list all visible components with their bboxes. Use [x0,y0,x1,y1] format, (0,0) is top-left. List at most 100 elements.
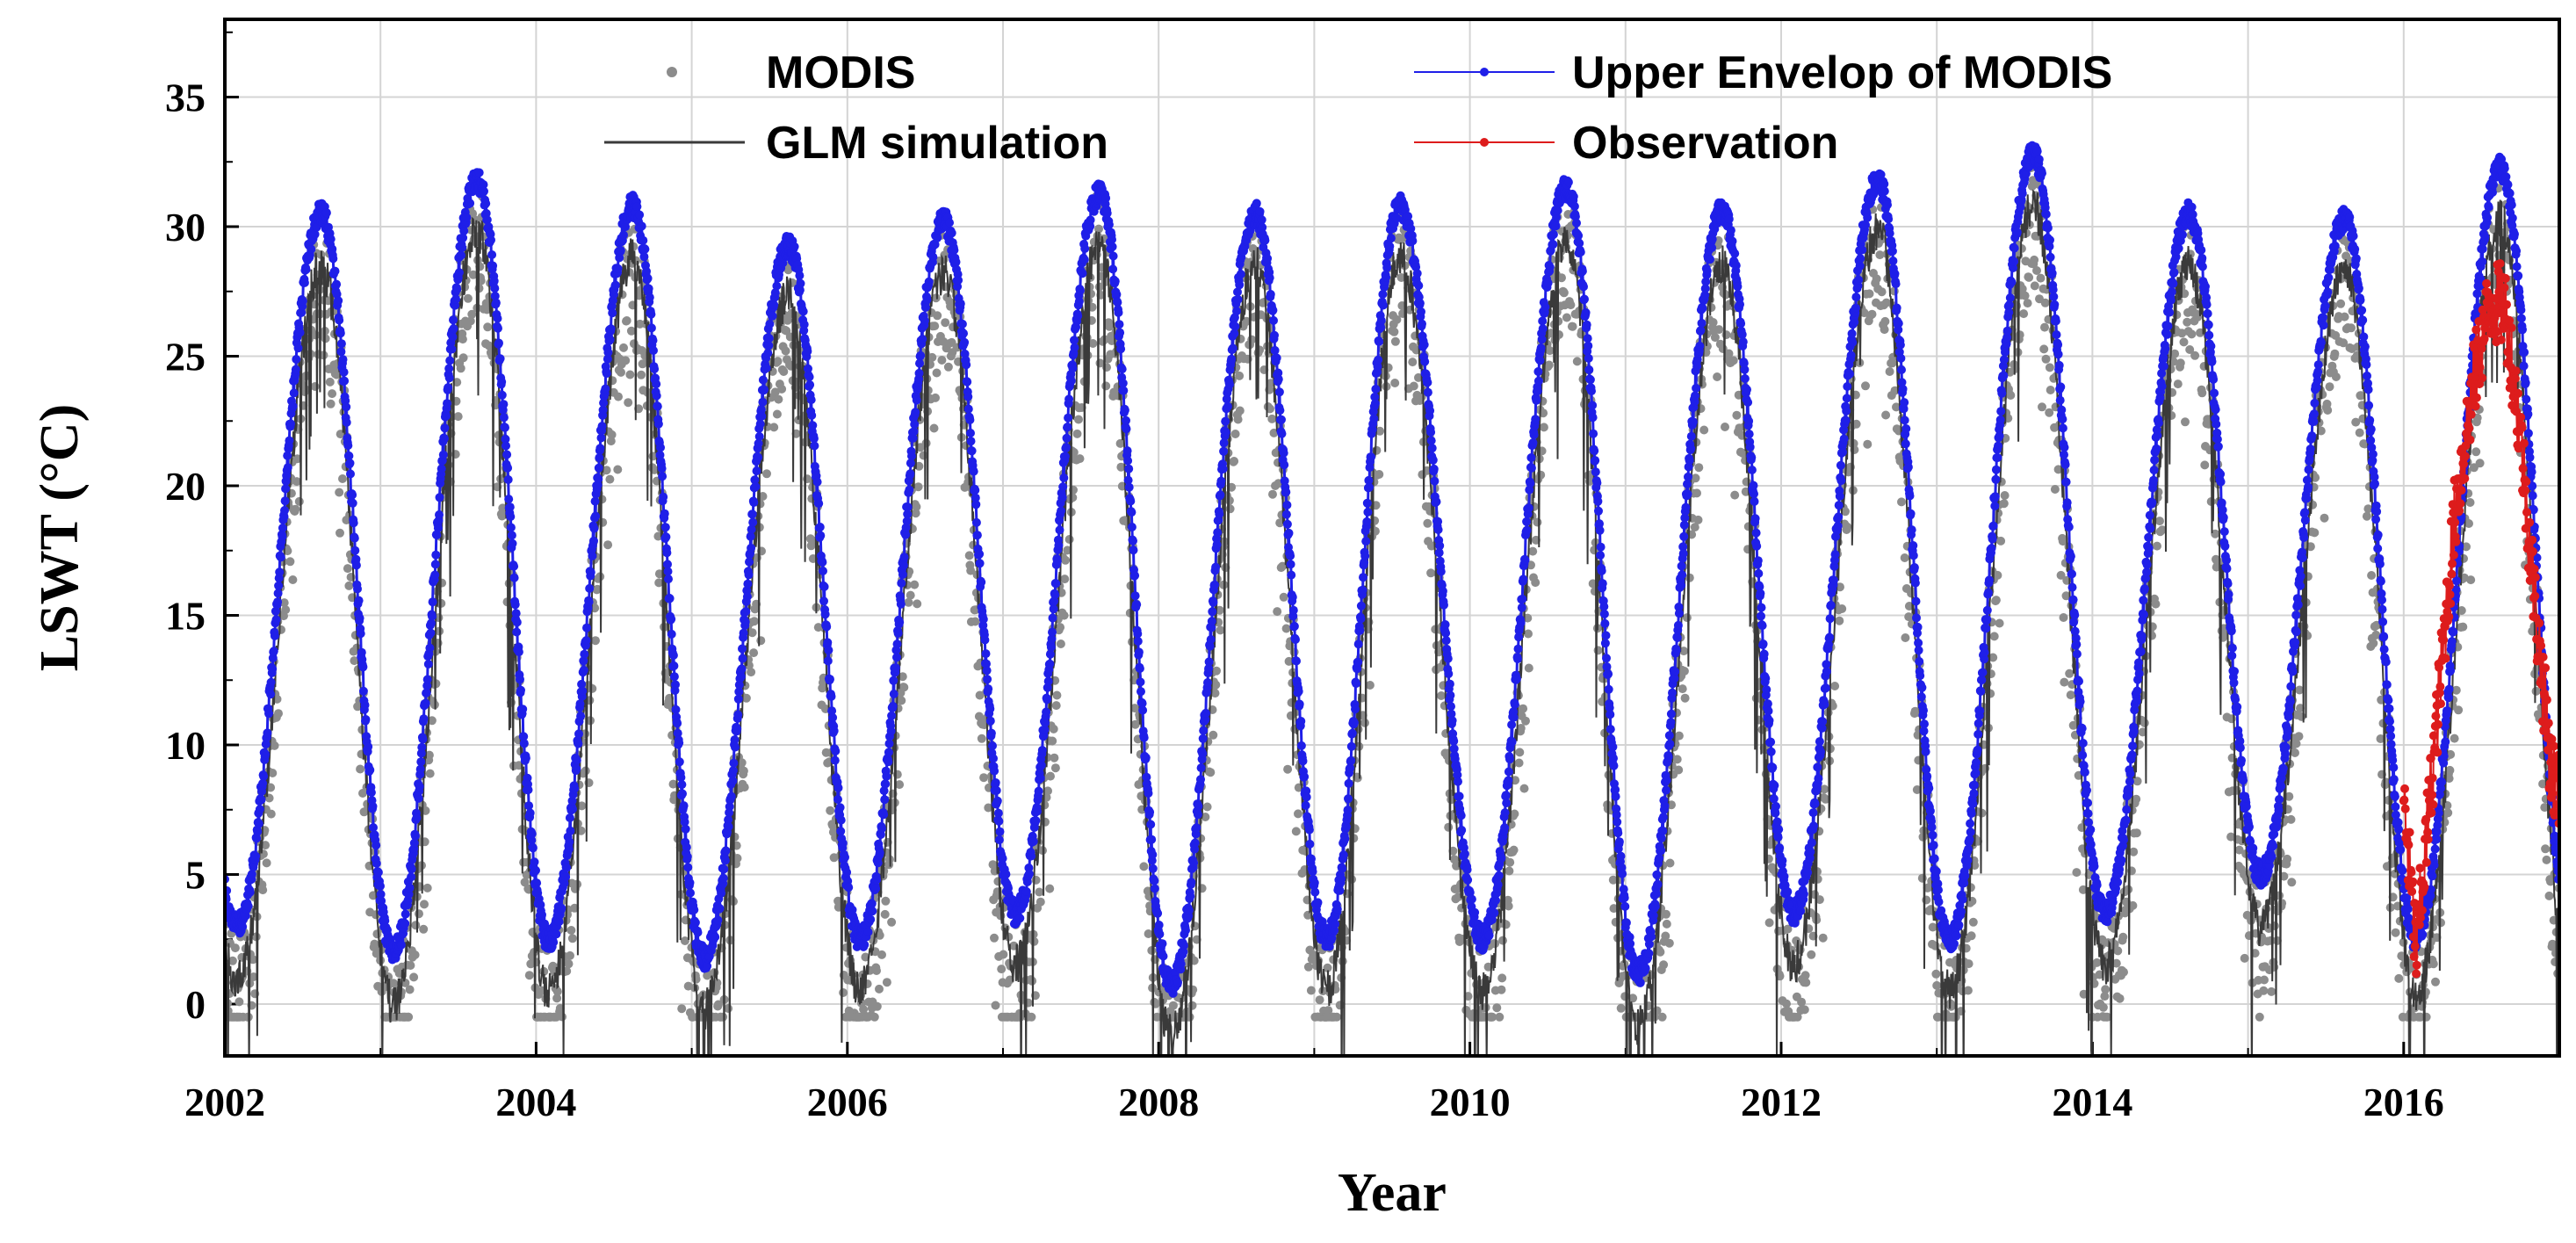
modis-point [762,469,771,479]
upper-envelop-point [264,709,273,719]
modis-point [772,409,782,419]
upper-envelop-point [451,294,461,304]
upper-envelop-point [748,517,758,527]
modis-point [483,322,493,332]
modis-point [1730,490,1740,500]
upper-envelop-point [268,664,278,674]
modis-point [344,581,354,590]
modis-point [2310,528,2320,538]
modis-point [1035,887,1044,897]
modis-point [881,896,891,906]
modis-point [564,959,574,969]
modis-point [1692,488,1701,498]
modis-point [467,309,477,319]
modis-point [941,318,950,328]
upper-envelop-point [568,805,577,813]
modis-point [887,917,897,927]
upper-envelop-point [348,498,357,508]
modis-point [1662,909,1670,919]
modis-point [1533,517,1542,527]
upper-envelop-point [449,315,458,325]
modis-point [281,605,291,615]
modis-point [1247,335,1257,344]
modis-point [1509,845,1519,855]
upper-envelop-point [595,444,605,453]
upper-envelop-point [740,617,750,626]
modis-point [739,766,748,776]
upper-envelop-point [653,419,663,429]
upper-envelop-point [744,570,754,580]
upper-envelop-point [572,764,581,774]
modis-point [1728,356,1738,365]
modis-point [1504,901,1513,911]
modis-point [465,316,475,326]
modis-point [1830,682,1840,690]
modis-point [1268,489,1277,499]
upper-envelop-point [503,475,513,484]
modis-point [774,394,783,404]
modis-point [1056,640,1065,648]
modis-point [913,482,923,492]
upper-envelop-point [518,705,528,714]
upper-envelop-point [488,261,498,271]
upper-envelop-point [820,610,830,619]
upper-envelop-point [730,735,740,745]
upper-envelop-point [321,208,331,218]
upper-envelop-point [682,842,691,852]
modis-point [1045,884,1055,893]
upper-envelop-point [763,349,773,358]
modis-point [1835,616,1844,625]
modis-point [1289,647,1299,657]
upper-envelop-point [510,600,520,610]
upper-envelop-point [396,940,406,950]
upper-envelop-point [425,643,435,653]
upper-envelop-point [650,365,660,373]
modis-point [419,924,429,934]
modis-point [1568,322,1577,331]
upper-envelop-point [664,575,673,584]
x-tick-label: 2014 [2052,1080,2132,1124]
upper-envelop-point [724,822,733,831]
modis-point [292,454,302,464]
modis-point [2394,973,2404,983]
modis-point [869,1012,879,1022]
modis-point [524,971,534,980]
upper-envelop-point [497,390,507,400]
upper-envelop-point [407,872,416,882]
upper-envelop-point [732,724,742,734]
modis-point [2475,459,2485,468]
modis-point [2066,690,2075,700]
upper-envelop-point [511,609,521,618]
modis-point [622,316,631,325]
upper-envelop-point [601,384,610,394]
upper-envelop-point [334,296,343,306]
upper-envelop-point [765,319,775,329]
upper-envelop-point [415,782,424,791]
modis-point [1049,724,1058,734]
upper-envelop-point [439,434,449,444]
modis-point [1027,1012,1036,1022]
modis-point [906,590,915,600]
modis-point [1514,758,1524,768]
modis-point [1281,624,1291,633]
upper-envelop-point [270,631,279,640]
modis-point [463,293,473,303]
upper-envelop-point [291,365,300,374]
upper-envelop-point [276,553,285,562]
modis-point [691,974,701,984]
upper-envelop-point [538,910,546,920]
upper-envelop-point [350,546,360,555]
modis-point [2297,712,2306,721]
upper-envelop-point [355,613,364,623]
upper-envelop-point [586,567,595,577]
upper-envelop-point [332,279,342,289]
upper-envelop-point [364,742,373,751]
modis-point [1524,629,1533,639]
upper-envelop-point [435,510,444,519]
modis-point [1046,771,1055,781]
upper-envelop-point [528,843,538,853]
upper-envelop-point [430,570,440,580]
upper-envelop-point [286,419,295,429]
upper-envelop-point [338,355,348,365]
